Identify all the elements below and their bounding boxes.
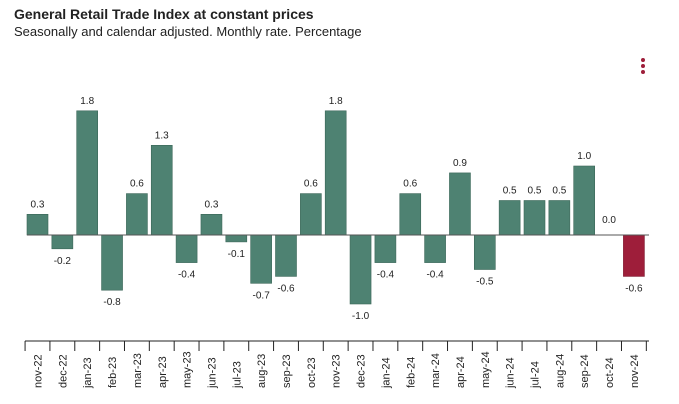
chart-menu-button[interactable] xyxy=(636,56,650,76)
data-label-feb-23: -0.8 xyxy=(103,297,121,308)
data-label-apr-23: 1.3 xyxy=(155,130,169,141)
data-label-dec-23: -1.0 xyxy=(352,311,370,322)
bar-dec-23 xyxy=(349,234,372,305)
bar-jul-23 xyxy=(225,234,248,243)
data-label-oct-23: 0.6 xyxy=(304,179,318,190)
x-tick-label-jan-23: jan-23 xyxy=(82,357,94,389)
bar-aug-24 xyxy=(548,200,571,236)
data-label-feb-24: 0.6 xyxy=(403,179,417,190)
x-tick-label-jun-23: jun-23 xyxy=(206,357,218,389)
data-label-mar-23: 0.6 xyxy=(130,179,144,190)
bar-nov-22 xyxy=(26,214,49,236)
bar-may-23 xyxy=(175,234,198,263)
x-tick-label-may-24: may-24 xyxy=(480,351,492,388)
x-tick-label-mar-23: mar-23 xyxy=(132,353,144,388)
data-label-nov-22: 0.3 xyxy=(31,199,45,210)
bar-aug-23 xyxy=(250,234,272,284)
x-tick-label-dec-23: dec-23 xyxy=(356,354,368,388)
x-tick-label-dec-22: dec-22 xyxy=(57,354,69,388)
bar-apr-24 xyxy=(449,172,471,236)
bar-mar-24 xyxy=(424,234,446,263)
data-label-jul-23: -0.1 xyxy=(228,249,246,260)
data-label-jan-24: -0.4 xyxy=(377,270,395,281)
x-tick-label-sep-23: sep-23 xyxy=(281,354,293,388)
x-tick-label-mar-24: mar-24 xyxy=(430,353,442,388)
data-label-sep-24: 1.0 xyxy=(577,151,591,162)
x-tick-label-jan-24: jan-24 xyxy=(380,357,392,389)
bar-jun-23 xyxy=(200,214,223,236)
bar-jun-24 xyxy=(498,200,521,236)
data-label-apr-24: 0.9 xyxy=(453,158,467,169)
bar-apr-23 xyxy=(150,145,173,236)
data-label-jul-24: 0.5 xyxy=(528,186,542,197)
data-label-nov-24: -0.6 xyxy=(625,283,643,294)
data-label-aug-24: 0.5 xyxy=(552,186,566,197)
kebab-menu-icon-dot xyxy=(641,70,645,74)
chart-title: General Retail Trade Index at constant p… xyxy=(14,6,314,22)
data-label-jan-23: 1.8 xyxy=(80,96,94,107)
bar-mar-23 xyxy=(126,193,148,236)
x-tick-label-nov-24: nov-24 xyxy=(629,354,641,388)
x-tick-label-feb-24: feb-24 xyxy=(405,357,417,388)
x-tick-label-aug-23: aug-23 xyxy=(256,354,268,388)
bar-sep-24 xyxy=(573,165,596,236)
chart-subtitle: Seasonally and calendar adjusted. Monthl… xyxy=(14,24,362,39)
x-tick-label-nov-23: nov-23 xyxy=(331,354,343,388)
bar-jan-24 xyxy=(374,234,397,263)
x-tick-label-aug-24: aug-24 xyxy=(554,354,566,388)
bar-jul-24 xyxy=(523,200,546,236)
bar-nov-24 xyxy=(623,234,645,277)
data-label-oct-24: 0.0 xyxy=(602,215,616,226)
data-label-may-23: -0.4 xyxy=(178,270,196,281)
x-tick-label-sep-24: sep-24 xyxy=(579,354,591,388)
data-label-dec-22: -0.2 xyxy=(54,256,72,267)
x-tick-label-feb-23: feb-23 xyxy=(107,357,119,388)
data-label-jun-24: 0.5 xyxy=(503,186,517,197)
x-tick-label-jul-23: jul-23 xyxy=(231,361,243,389)
bar-feb-24 xyxy=(399,193,422,236)
x-tick-label-apr-23: apr-23 xyxy=(157,356,169,388)
data-label-jun-23: 0.3 xyxy=(204,199,218,210)
kebab-menu-icon-dot xyxy=(641,58,645,62)
bar-may-24 xyxy=(473,234,496,270)
kebab-menu-icon-dot xyxy=(641,64,645,68)
x-tick-label-oct-24: oct-24 xyxy=(604,357,616,388)
x-tick-label-apr-24: apr-24 xyxy=(455,356,467,388)
bar-nov-23 xyxy=(324,110,347,236)
x-tick-label-may-23: may-23 xyxy=(182,351,194,388)
bar-sep-23 xyxy=(275,234,297,277)
x-tick-label-oct-23: oct-23 xyxy=(306,357,318,388)
data-label-aug-23: -0.7 xyxy=(253,290,271,301)
x-tick-label-jun-24: jun-24 xyxy=(505,357,517,389)
data-label-sep-23: -0.6 xyxy=(277,283,295,294)
bar-feb-23 xyxy=(101,234,123,291)
data-label-mar-24: -0.4 xyxy=(426,270,444,281)
bar-dec-22 xyxy=(51,234,74,250)
x-tick-label-jul-24: jul-24 xyxy=(530,361,542,389)
data-label-may-24: -0.5 xyxy=(476,277,494,288)
bar-jan-23 xyxy=(76,110,98,236)
x-tick-label-nov-22: nov-22 xyxy=(33,354,45,388)
bar-oct-23 xyxy=(300,193,322,236)
data-label-nov-23: 1.8 xyxy=(329,96,343,107)
